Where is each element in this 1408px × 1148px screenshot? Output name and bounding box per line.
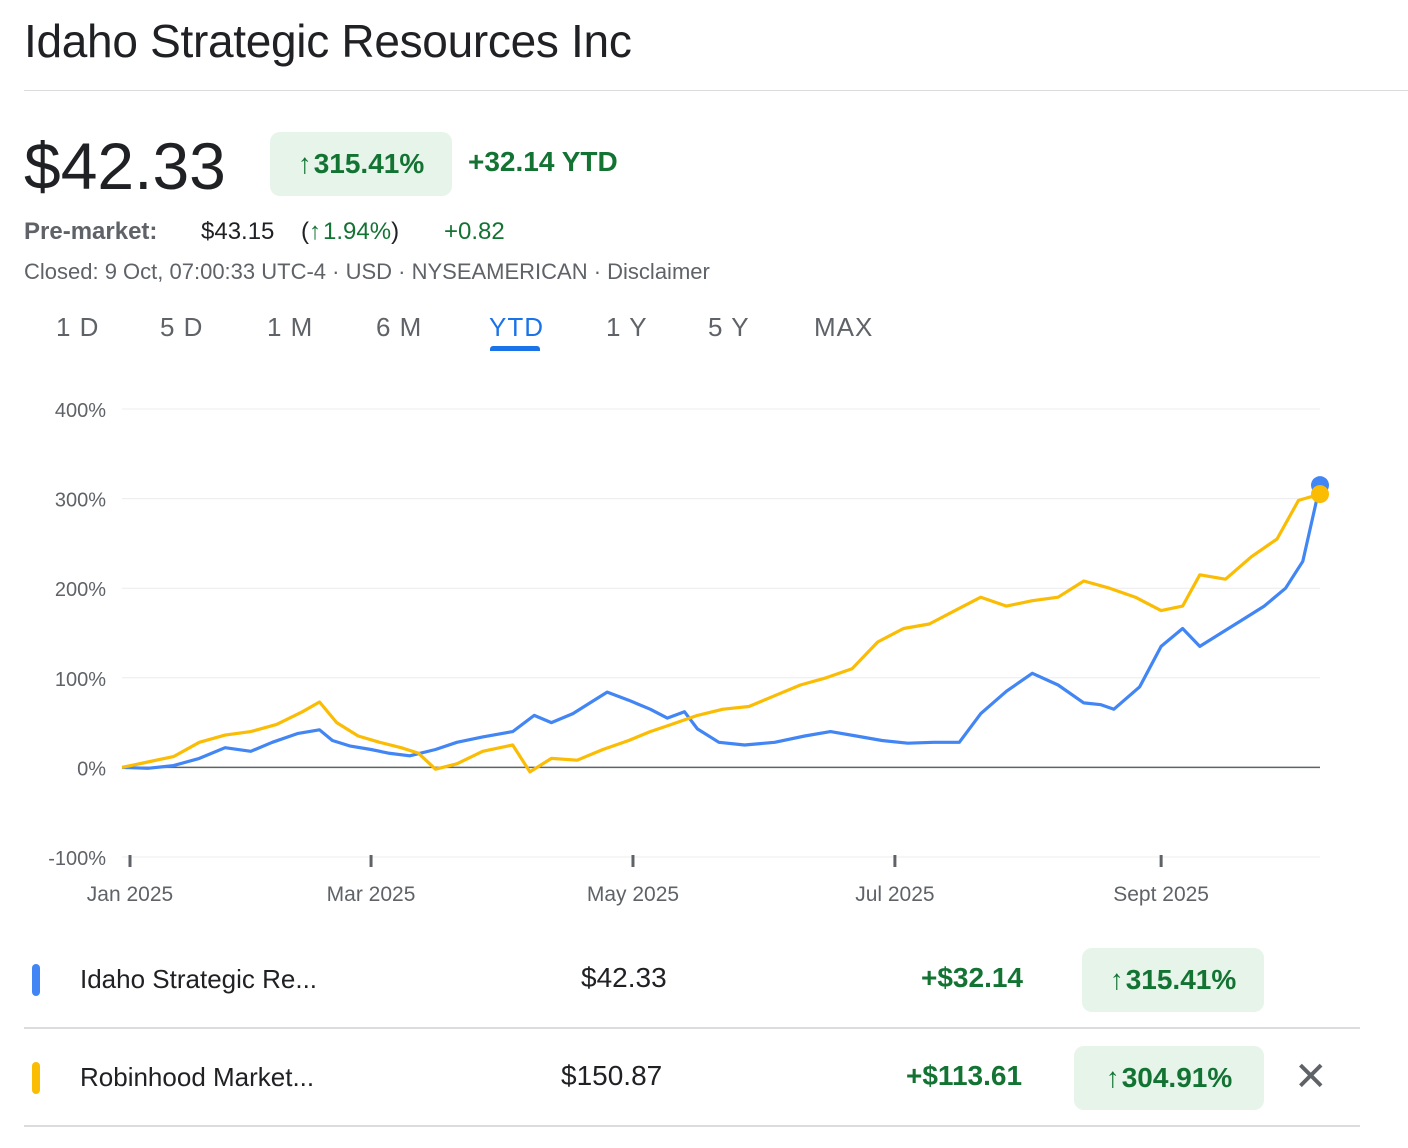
compare-name-idaho[interactable]: Idaho Strategic Re...	[80, 964, 318, 994]
market-status-meta: Closed: 9 Oct, 07:00:33 UTC-4 · USD · NY…	[24, 259, 710, 284]
current-price: $42.33	[24, 129, 226, 203]
range-tabs: 1 D 5 D 1 M 6 M YTD 1 Y 5 Y MAX	[0, 312, 900, 356]
y-tick-label: 300%	[55, 490, 106, 512]
y-tick-label: -100%	[48, 848, 106, 870]
compare-abs-idaho: +$32.14	[921, 962, 1023, 993]
compare-abs-robinhood: +$113.61	[906, 1060, 1023, 1091]
arrow-up-icon: ↑	[1105, 1062, 1120, 1093]
tab-1m[interactable]: 1 M	[267, 312, 314, 342]
premarket-price: $43.15	[201, 218, 275, 245]
series-line-idaho	[121, 484, 1322, 770]
premarket-pct-value: 1.94%	[323, 218, 392, 245]
compare-pct-robinhood: 304.91%	[1121, 1062, 1233, 1093]
y-tick-label: 400%	[55, 400, 106, 422]
active-tab-indicator	[490, 346, 540, 351]
compare-price-robinhood: $150.87	[561, 1060, 663, 1091]
premarket-label: Pre-market:	[24, 218, 158, 245]
premarket-pct: (↑1.94%)	[301, 218, 399, 246]
y-tick-label: 100%	[55, 669, 106, 691]
series-swatch-robinhood	[32, 1062, 40, 1094]
title-divider	[24, 90, 1408, 91]
y-tick-label: 0%	[77, 758, 106, 780]
row-divider	[24, 1125, 1360, 1127]
tab-6m[interactable]: 6 M	[376, 312, 423, 342]
x-tick-label: May 2025	[587, 883, 679, 906]
compare-pct-badge-robinhood: ↑ 304.91%	[1074, 1046, 1264, 1110]
tab-1d[interactable]: 1 D	[56, 312, 100, 342]
x-tick-label: Jan 2025	[87, 883, 173, 906]
x-tick-label: Mar 2025	[327, 883, 416, 906]
tab-max[interactable]: MAX	[814, 312, 874, 342]
row-divider	[24, 1027, 1360, 1029]
premarket-abs: +0.82	[444, 218, 505, 245]
arrow-up-icon: ↑	[309, 218, 321, 245]
price-comparison-chart[interactable]: 400% 300% 200% 100% 0% -100% Jan 2025 Mar 2025 M…	[0, 380, 1408, 920]
arrow-up-icon: ↑	[297, 148, 312, 179]
change-abs-ytd: +32.14 YTD	[468, 146, 618, 177]
remove-comparison-close-icon[interactable]: ✕	[1294, 1055, 1328, 1099]
series-swatch-idaho	[32, 964, 40, 996]
x-tick-label: Jul 2025	[855, 883, 934, 906]
paren-close: )	[391, 218, 400, 245]
change-pct-badge: ↑ 315.41%	[270, 132, 452, 196]
x-tick-label: Sept 2025	[1113, 883, 1209, 906]
tab-5y[interactable]: 5 Y	[708, 312, 750, 342]
series-endpoint-robinhood	[1311, 485, 1329, 504]
y-tick-label: 200%	[55, 579, 106, 601]
tab-ytd[interactable]: YTD	[489, 312, 544, 342]
tab-5d[interactable]: 5 D	[160, 312, 204, 342]
compare-pct-badge-idaho: ↑ 315.41%	[1082, 948, 1264, 1012]
paren-open: (	[301, 218, 309, 245]
compare-price-idaho: $42.33	[581, 962, 667, 993]
series-line-robinhood	[121, 492, 1321, 774]
tab-1y[interactable]: 1 Y	[606, 312, 648, 342]
arrow-up-icon: ↑	[1109, 964, 1124, 995]
change-pct-value: 315.41%	[313, 148, 425, 179]
compare-pct-idaho: 315.41%	[1125, 964, 1237, 995]
compare-name-robinhood[interactable]: Robinhood Market...	[80, 1062, 315, 1092]
page-title: Idaho Strategic Resources Inc	[24, 15, 632, 67]
